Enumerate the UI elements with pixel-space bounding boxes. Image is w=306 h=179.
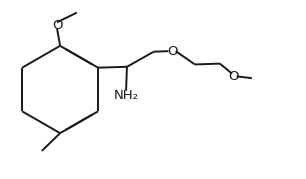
Text: NH₂: NH₂ [114,89,139,102]
Text: O: O [228,70,239,83]
Text: O: O [167,45,177,58]
Text: O: O [52,19,62,32]
